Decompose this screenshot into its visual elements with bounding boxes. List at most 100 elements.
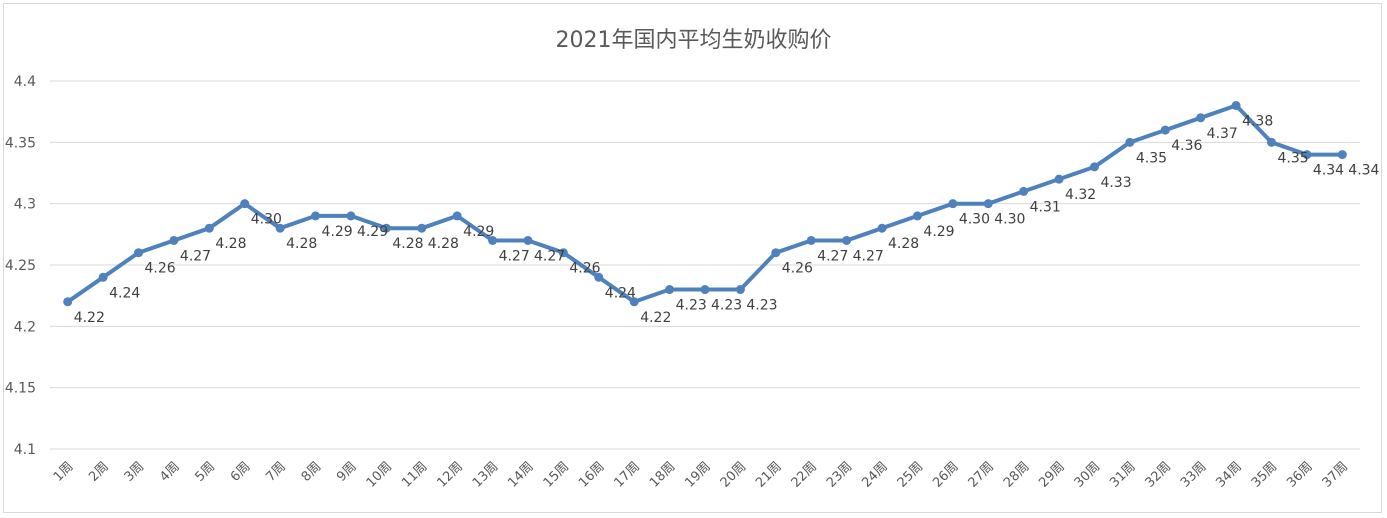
- x-tick-label: 28周: [1001, 459, 1032, 490]
- data-point: [311, 211, 321, 221]
- y-tick-label: 4.1: [14, 442, 36, 458]
- data-point: [912, 211, 922, 221]
- data-point: [877, 223, 887, 233]
- data-point: [735, 285, 745, 295]
- x-tick-label: 19周: [682, 459, 713, 490]
- data-label: 4.30: [959, 212, 990, 228]
- x-tick-label: 3周: [122, 459, 148, 485]
- data-point: [1231, 101, 1241, 111]
- data-point: [1302, 150, 1312, 160]
- x-tick-label: 18周: [647, 459, 678, 490]
- data-label: 4.28: [215, 236, 246, 252]
- data-label: 4.33: [1100, 175, 1131, 191]
- data-label: 4.24: [109, 285, 140, 301]
- data-label: 4.28: [286, 236, 317, 252]
- data-label: 4.31: [1030, 199, 1061, 215]
- data-point: [1089, 162, 1099, 172]
- x-tick-label: 36周: [1284, 459, 1315, 490]
- x-tick-label: 2周: [86, 459, 112, 485]
- x-tick-label: 37周: [1320, 459, 1351, 490]
- x-tick-label: 11周: [399, 459, 430, 490]
- x-tick-label: 9周: [334, 459, 360, 485]
- data-point: [842, 235, 852, 245]
- data-point: [558, 248, 568, 258]
- x-tick-label: 32周: [1143, 459, 1174, 490]
- data-label: 4.35: [1136, 150, 1167, 166]
- x-tick-label: 26周: [930, 459, 961, 490]
- data-label: 4.35: [1277, 150, 1308, 166]
- x-tick-label: 4周: [157, 459, 183, 485]
- data-point: [523, 235, 533, 245]
- x-tick-label: 6周: [228, 459, 254, 485]
- x-tick-label: 1周: [51, 459, 77, 485]
- data-label: 4.38: [1242, 114, 1273, 130]
- data-point: [381, 223, 391, 233]
- data-label: 4.26: [569, 261, 600, 277]
- gridlines: [50, 80, 1360, 450]
- data-point: [169, 235, 179, 245]
- data-point: [63, 297, 73, 307]
- x-tick-label: 29周: [1036, 459, 1067, 490]
- data-label: 4.27: [180, 248, 211, 264]
- data-point: [1019, 186, 1029, 196]
- data-label: 4.30: [994, 212, 1025, 228]
- data-label: 4.32: [1065, 187, 1096, 203]
- data-label: 4.28: [888, 236, 919, 252]
- data-label: 4.27: [853, 248, 884, 264]
- data-label: 4.28: [428, 236, 459, 252]
- data-label: 4.26: [782, 261, 813, 277]
- data-label: 4.23: [746, 298, 777, 314]
- x-axis-ticks: 1周 2周 3周 4周 5周 6周 7周 8周 9周 10周 11周 12周 13周 14周 15周 16周 1…: [51, 459, 1351, 490]
- data-label: 4.36: [1171, 138, 1202, 154]
- data-label: 4.27: [499, 248, 530, 264]
- x-tick-label: 21周: [753, 459, 784, 490]
- data-label: 4.27: [817, 248, 848, 264]
- data-point: [134, 248, 144, 258]
- y-tick-label: 4.15: [5, 381, 36, 397]
- data-point: [204, 223, 214, 233]
- data-label: 4.29: [923, 224, 954, 240]
- data-labels: 4.224.244.264.274.284.304.284.29 4.294.28…: [74, 114, 1380, 326]
- data-point: [1054, 174, 1064, 184]
- x-tick-label: 7周: [263, 459, 289, 485]
- data-label: 4.23: [676, 298, 707, 314]
- x-tick-label: 35周: [1249, 459, 1280, 490]
- data-label: 4.27: [534, 248, 565, 264]
- data-label: 4.26: [145, 261, 176, 277]
- data-point: [629, 297, 639, 307]
- y-tick-label: 4.2: [14, 319, 36, 335]
- data-label: 4.22: [74, 310, 105, 326]
- data-point: [948, 199, 958, 209]
- data-point: [700, 285, 710, 295]
- x-tick-label: 34周: [1213, 459, 1244, 490]
- data-point: [275, 223, 285, 233]
- data-label: 4.34: [1313, 163, 1344, 179]
- x-tick-label: 14周: [505, 459, 536, 490]
- data-point: [1266, 137, 1276, 147]
- data-label: 4.22: [640, 310, 671, 326]
- x-tick-label: 15周: [541, 459, 572, 490]
- data-point: [983, 199, 993, 209]
- x-tick-label: 17周: [612, 459, 643, 490]
- data-point: [594, 272, 604, 282]
- x-tick-label: 33周: [1178, 459, 1209, 490]
- data-point: [240, 199, 250, 209]
- series-price: [63, 101, 1347, 307]
- x-tick-label: 13周: [470, 459, 501, 490]
- y-tick-label: 4.4: [14, 74, 36, 90]
- data-label: 4.29: [357, 224, 388, 240]
- data-label: 4.24: [605, 285, 636, 301]
- x-tick-label: 20周: [718, 459, 749, 490]
- y-axis-ticks: 4.1 4.15 4.2 4.25 4.3 4.35 4.4: [5, 74, 36, 458]
- data-label: 4.28: [392, 236, 423, 252]
- data-point: [806, 235, 816, 245]
- data-label: 4.29: [463, 224, 494, 240]
- data-point: [1196, 113, 1206, 123]
- chart-title: 2021年国内平均生奶收购价: [555, 28, 832, 53]
- chart-frame: [3, 3, 1382, 513]
- data-label: 4.34: [1348, 163, 1379, 179]
- x-tick-label: 8周: [299, 459, 325, 485]
- y-tick-label: 4.25: [5, 258, 36, 274]
- data-label: 4.23: [711, 298, 742, 314]
